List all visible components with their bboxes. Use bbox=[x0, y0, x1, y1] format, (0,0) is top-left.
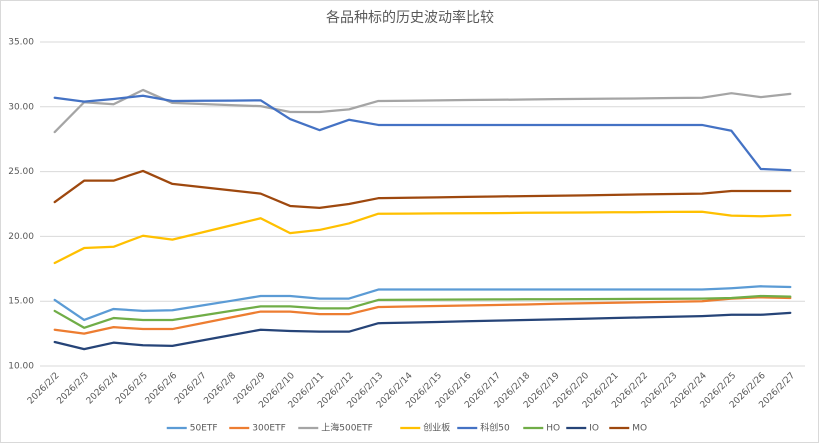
series-line bbox=[53, 94, 792, 172]
series-line bbox=[53, 296, 792, 335]
series-line bbox=[53, 210, 792, 265]
legend-item: MO bbox=[609, 424, 647, 434]
legend-item: 上海500ETF bbox=[298, 422, 373, 434]
y-tick-label: 10.00 bbox=[8, 362, 34, 372]
legend-item: 300ETF bbox=[229, 424, 286, 434]
legend-item: 科创50 bbox=[457, 422, 510, 434]
chart-title: 各品种标的历史波动率比较 bbox=[326, 9, 494, 26]
legend-label: MO bbox=[632, 424, 647, 434]
series-line bbox=[53, 285, 792, 322]
series-line bbox=[53, 311, 792, 351]
series-line bbox=[53, 88, 792, 134]
legend-label: IO bbox=[589, 424, 599, 434]
legend-label: 300ETF bbox=[252, 424, 286, 434]
legend-label: 科创50 bbox=[480, 422, 510, 434]
legend-item: HO bbox=[523, 424, 560, 434]
legend-item: IO bbox=[566, 424, 599, 434]
legend-label: HO bbox=[546, 424, 560, 434]
y-tick-label: 35.00 bbox=[8, 38, 34, 48]
legend-label: 创业板 bbox=[423, 422, 450, 434]
y-tick-label: 25.00 bbox=[8, 167, 34, 177]
legend-item: 50ETF bbox=[166, 424, 218, 434]
y-tick-label: 15.00 bbox=[8, 297, 34, 307]
legend-label: 50ETF bbox=[190, 424, 218, 434]
legend-item: 创业板 bbox=[400, 422, 450, 434]
legend-label: 上海500ETF bbox=[321, 422, 373, 434]
series-line bbox=[53, 294, 792, 329]
y-tick-label: 30.00 bbox=[8, 102, 34, 112]
y-tick-label: 20.00 bbox=[8, 232, 34, 242]
series-line bbox=[53, 169, 792, 210]
